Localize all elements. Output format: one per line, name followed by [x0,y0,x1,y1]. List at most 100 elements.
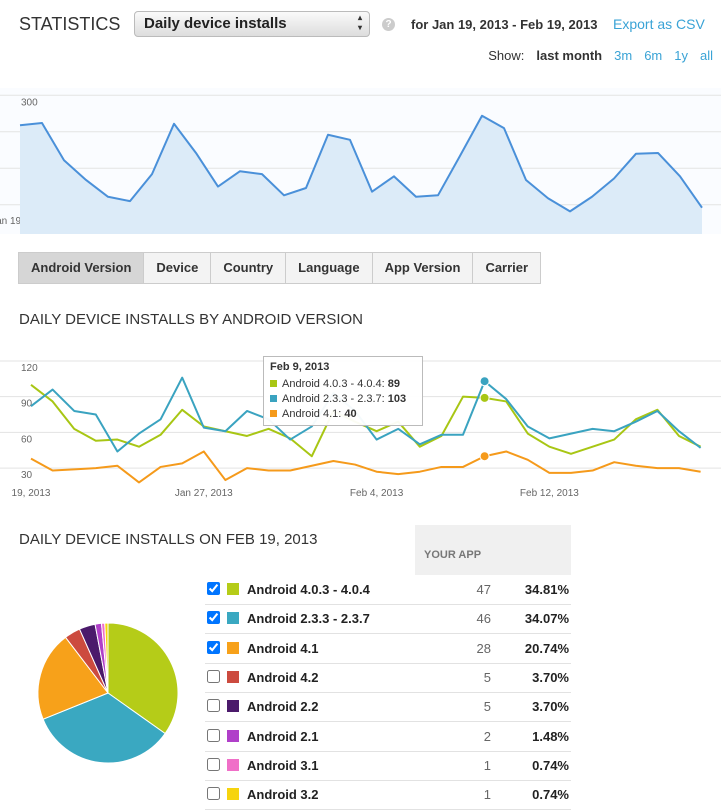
tooltip-value: 103 [387,392,407,405]
section-title: DAILY DEVICE INSTALLS BY ANDROID VERSION [19,311,363,328]
version-name: Android 3.2 [247,787,319,803]
table-row: Android 2.1 2 1.48% [205,722,571,752]
checkbox[interactable] [207,757,220,771]
tooltip-label: Android 4.0.3 - 4.0.4: [282,377,385,390]
swatch [227,729,239,742]
version-name: Android 3.1 [247,757,319,773]
tooltip-row: Android 2.3.3 - 2.3.7: 103 [270,391,416,406]
y-tick-label: 60 [21,434,33,445]
x-tick-label: Jan 27, 2013 [175,488,233,499]
range-option[interactable]: 1y [674,48,688,63]
version-name: Android 2.3.3 - 2.3.7 [247,611,370,627]
version-name: Android 2.2 [247,699,319,715]
install-count: 2 [483,728,491,744]
area [20,115,702,234]
y-tick-label: 300 [21,97,38,108]
install-share: 34.81% [524,582,569,597]
tab[interactable]: Android Version [19,253,144,283]
version-name: Android 2.1 [247,728,319,744]
install-count: 28 [476,640,491,656]
range-option[interactable]: last month [536,48,603,63]
help-icon[interactable] [382,18,395,31]
checkbox[interactable] [207,699,220,713]
checkbox[interactable] [207,611,220,625]
export-link[interactable]: Export as CSV [613,16,705,32]
y-tick-label: 30 [21,470,33,481]
table-row: Android 4.2 5 3.70% [205,663,571,693]
hover-point [479,451,490,462]
range-option[interactable]: 6m [644,48,663,63]
x-tick-label: 19, 2013 [12,488,51,499]
line [19,114,703,213]
tab[interactable]: Device [143,253,210,283]
hover-point [479,376,490,387]
range-option[interactable]: 3m [614,48,633,63]
range-option[interactable]: all [699,48,713,63]
table-row: Android 2.3.3 - 2.3.7 46 34.07% [205,604,571,635]
install-count: 5 [483,669,491,685]
install-count: 5 [483,699,491,715]
swatch [227,758,239,771]
checkbox[interactable] [207,640,220,654]
install-count: 1 [483,757,491,773]
tab[interactable]: App Version [371,253,473,283]
checkbox[interactable] [207,669,220,683]
install-count: 1 [483,787,491,803]
y-tick-label: 120 [21,363,38,374]
tooltip-value: 89 [387,377,400,390]
range-options: Show: last month 3m 6m 1y all [488,48,713,63]
y-tick-label: 90 [21,399,33,410]
swatch [227,641,239,654]
version-name: Android 4.0.3 - 4.0.4 [247,582,370,597]
install-share: 0.74% [532,787,569,803]
checkbox[interactable] [207,787,220,801]
swatch [270,380,277,387]
swatch [227,583,239,595]
tab[interactable]: Language [285,253,371,283]
checkbox[interactable] [207,582,220,595]
install-share: 3.70% [532,699,569,715]
tooltip-value: 40 [344,407,357,420]
tooltip-title: Feb 9, 2013 [270,361,330,373]
install-share: 1.48% [532,728,569,744]
column-header: YOUR APP [415,525,571,575]
table-row: Android 4.1 28 20.74% [205,634,571,664]
tooltip-label: Android 2.3.3 - 2.3.7: [282,392,385,405]
tooltip-row: Android 4.0.3 - 4.0.4: 89 [270,376,416,391]
install-share: 0.74% [532,757,569,773]
pie-slice [104,622,109,694]
pie-slice [42,692,166,764]
swatch [227,788,239,801]
swatch [227,670,239,683]
tab[interactable]: Carrier [472,253,540,283]
version-name: Android 4.1 [247,640,319,656]
version-chart: 30 60 90 120 19, 2013 Jan 27, 2013 Feb 4, 2013… [0,360,721,499]
hover-point [479,392,490,403]
tab[interactable]: Country [210,253,285,283]
pie-slice [37,636,109,720]
swatch [270,410,277,417]
tooltip-row: Android 4.1: 40 [270,406,416,421]
pie-slice [107,622,179,735]
install-count: 46 [476,611,491,627]
install-share: 20.74% [524,640,569,656]
date-range: for Jan 19, 2013 - Feb 19, 2013 [411,17,598,32]
version-name: Android 4.2 [247,669,319,685]
swatch [227,700,239,713]
install-share: 34.07% [524,611,569,627]
tooltip-label: Android 4.1: [282,407,342,420]
checkbox[interactable] [207,728,220,742]
install-count: 47 [476,582,491,597]
metric-select[interactable]: Daily device installs [134,11,370,37]
table-row: Android 4.0.3 - 4.0.4 47 34.81% [205,575,571,605]
table-row: Android 3.1 1 0.74% [205,751,571,781]
page-title: STATISTICS [19,14,121,34]
table-row: Android 2.2 5 3.70% [205,692,571,723]
line [30,450,701,484]
install-share: 3.70% [532,669,569,685]
section-title: DAILY DEVICE INSTALLS ON FEB 19, 2013 [19,531,318,548]
tooltip: Feb 9, 2013 Android 4.0.3 - 4.0.4: 89 Andr… [263,356,423,426]
swatch [227,612,239,625]
